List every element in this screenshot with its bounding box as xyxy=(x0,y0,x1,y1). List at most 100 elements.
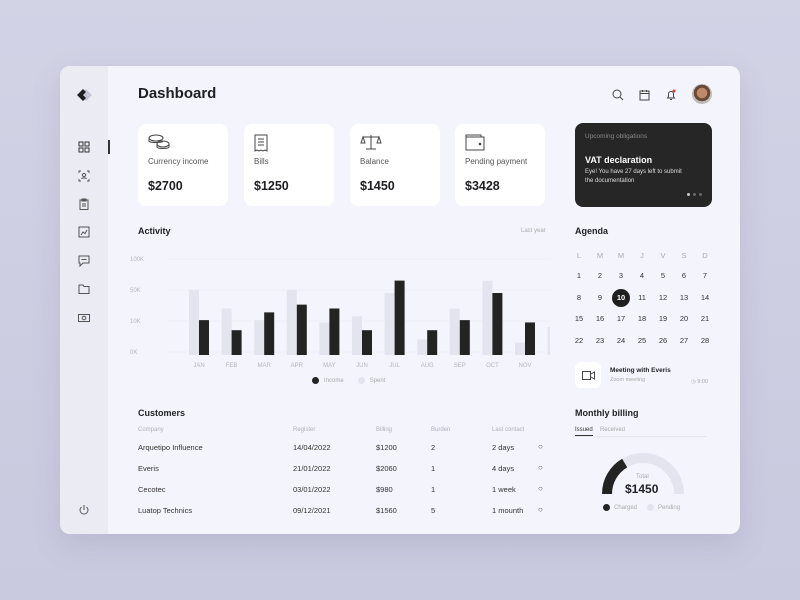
obligations-card[interactable]: Upcoming obligations VAT declaration Eye… xyxy=(575,123,712,207)
bar-spent-may[interactable] xyxy=(319,322,330,355)
bar-spent-jan[interactable] xyxy=(189,289,199,355)
calendar-day[interactable]: 5 xyxy=(660,271,666,280)
bar-spent-jul[interactable] xyxy=(384,293,395,355)
bar-income-jan[interactable] xyxy=(199,320,209,355)
calendar-day[interactable]: 18 xyxy=(637,314,647,323)
table-cell: 2 days xyxy=(492,443,515,452)
card-label: Bills xyxy=(254,157,269,166)
calendar-day[interactable]: 20 xyxy=(679,314,689,323)
calendar-day[interactable]: 15 xyxy=(574,314,584,323)
carousel-dot[interactable] xyxy=(693,193,696,196)
company-name: Cecotec xyxy=(138,485,166,494)
event-item[interactable]: Meeting with Everis Zoom meeting ◷ 9:00 xyxy=(575,362,712,390)
weekday-label: L xyxy=(576,251,582,260)
sidebar-item-tasks[interactable] xyxy=(77,197,91,211)
bar-income-aug[interactable] xyxy=(427,330,438,355)
chat-bubble-icon[interactable]: ○ xyxy=(538,463,543,472)
grid-icon xyxy=(78,141,90,153)
calendar-day-selected[interactable]: 10 xyxy=(616,292,626,302)
calendar-day[interactable]: 11 xyxy=(638,292,646,302)
table-cell: 2 xyxy=(431,443,436,452)
bar-income-jun[interactable] xyxy=(362,330,372,355)
video-icon xyxy=(575,362,601,388)
search-button[interactable] xyxy=(612,88,624,106)
sidebar-item-payments[interactable] xyxy=(77,311,91,325)
bar-spent-sep[interactable] xyxy=(449,308,460,356)
calendar-day[interactable]: 21 xyxy=(700,314,710,323)
sidebar-item-files[interactable] xyxy=(77,282,91,296)
billing-total: $1450 xyxy=(625,482,659,496)
folder-icon xyxy=(78,284,90,294)
column-header[interactable]: Company xyxy=(138,427,164,433)
bar-income-sep[interactable] xyxy=(459,320,470,355)
calendar-day[interactable]: 16 xyxy=(595,314,605,323)
clipboard-icon xyxy=(79,198,89,210)
column-header[interactable]: Register xyxy=(293,427,316,433)
legend-pending: Pending xyxy=(647,504,680,511)
tab-issued[interactable]: Issued xyxy=(575,427,593,436)
calendar-day[interactable]: 26 xyxy=(658,335,668,345)
activity-period-select[interactable]: Last year xyxy=(521,228,546,234)
sidebar-item-messages[interactable] xyxy=(77,254,91,268)
bar-spent-aug[interactable] xyxy=(417,339,428,356)
event-title: Meeting with Everis xyxy=(610,367,671,374)
bar-spent-jun[interactable] xyxy=(352,316,362,355)
billing-total-label: Total xyxy=(636,474,649,480)
calendar-day[interactable]: 6 xyxy=(681,271,687,280)
logout-button[interactable] xyxy=(77,503,91,517)
bar-income-apr[interactable] xyxy=(296,304,307,355)
calendar-day[interactable]: 13 xyxy=(679,292,689,302)
calendar-day[interactable]: 28 xyxy=(700,335,710,345)
stat-card-currency-income[interactable]: Currency income $2700 xyxy=(138,124,228,206)
calendar-day[interactable]: 24 xyxy=(616,335,626,345)
calendar-day[interactable]: 17 xyxy=(616,314,626,323)
bar-spent-oct[interactable] xyxy=(482,280,493,355)
table-cell: $2060 xyxy=(376,464,397,473)
chat-bubble-icon[interactable]: ○ xyxy=(538,442,543,451)
column-header[interactable]: Billing xyxy=(376,427,393,433)
stat-card-pending-payment[interactable]: Pending payment $3428 xyxy=(455,124,545,206)
calendar-icon xyxy=(639,90,650,101)
calendar-day[interactable]: 2 xyxy=(597,271,603,280)
chat-bubble-icon[interactable]: ○ xyxy=(538,505,543,514)
calendar-day[interactable]: 9 xyxy=(597,292,603,302)
column-header[interactable]: Last contact xyxy=(492,427,525,433)
calendar-day[interactable]: 8 xyxy=(576,292,582,302)
stat-card-bills[interactable]: Bills $1250 xyxy=(244,124,334,206)
calendar-day[interactable]: 25 xyxy=(637,335,647,345)
bar-income-oct[interactable] xyxy=(492,293,503,355)
carousel-dot[interactable] xyxy=(687,193,690,196)
stat-card-balance[interactable]: Balance $1450 xyxy=(350,124,440,206)
calendar-day[interactable]: 1 xyxy=(576,271,582,280)
bar-spent-nov[interactable] xyxy=(515,342,525,355)
bar-income-jul[interactable] xyxy=(394,280,405,355)
notifications-button[interactable] xyxy=(665,88,677,106)
calendar-day[interactable]: 12 xyxy=(658,292,668,302)
bar-spent-dec[interactable] xyxy=(547,327,550,355)
tab-received[interactable]: Received xyxy=(600,427,626,433)
sidebar-item-dashboard[interactable] xyxy=(77,140,91,154)
calendar-day[interactable]: 22 xyxy=(574,335,584,345)
calendar-day[interactable]: 27 xyxy=(679,335,689,345)
chat-bubble-icon[interactable]: ○ xyxy=(538,484,543,493)
calendar-day[interactable]: 23 xyxy=(595,335,605,345)
bar-income-mar[interactable] xyxy=(264,312,275,355)
calendar-day[interactable]: 7 xyxy=(702,271,708,280)
carousel-dot[interactable] xyxy=(699,193,702,196)
x-tick-label: MAR xyxy=(258,363,272,369)
calendar-day[interactable]: 3 xyxy=(618,271,624,280)
bar-income-feb[interactable] xyxy=(231,330,242,355)
bar-spent-apr[interactable] xyxy=(286,289,297,355)
calendar-day[interactable]: 4 xyxy=(639,271,645,280)
bar-spent-feb[interactable] xyxy=(221,308,232,356)
bar-income-may[interactable] xyxy=(329,308,340,356)
bar-spent-mar[interactable] xyxy=(254,320,265,355)
sidebar-item-reports[interactable] xyxy=(77,225,91,239)
sidebar-item-users[interactable] xyxy=(77,169,91,183)
column-header[interactable]: Burden xyxy=(431,427,451,433)
avatar[interactable] xyxy=(692,84,712,104)
bar-income-nov[interactable] xyxy=(525,322,535,355)
calendar-button[interactable] xyxy=(639,88,650,106)
calendar-day[interactable]: 19 xyxy=(658,314,668,323)
calendar-day[interactable]: 14 xyxy=(700,292,710,302)
